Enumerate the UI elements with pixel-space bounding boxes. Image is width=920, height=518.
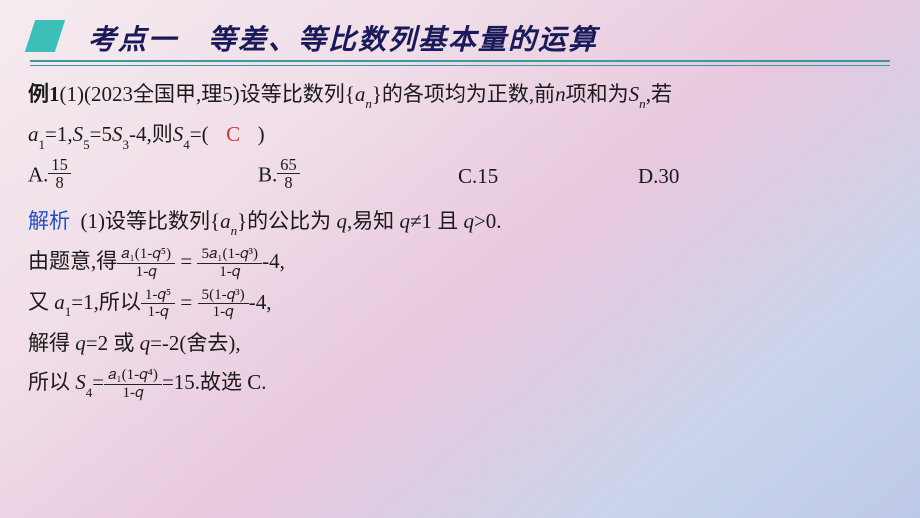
- problem-line-2: a1=1,S5=5S3-4,则S4=( C ): [28, 118, 892, 152]
- sol-3a: 又: [28, 290, 54, 314]
- a1-var: a: [28, 122, 39, 146]
- sol-5a: 所以: [28, 370, 75, 394]
- choice-b-den: 8: [277, 174, 299, 192]
- choice-b-num: 65: [277, 157, 299, 174]
- sol-3-f1-den: 1-𝑞: [141, 304, 175, 321]
- sol-3-tail: -4,: [249, 290, 272, 314]
- sol-1-q2: q: [399, 209, 410, 233]
- sol-1-ne: ≠1 且: [410, 209, 464, 233]
- choice-b: B.658: [258, 159, 458, 194]
- sol-2a: 由题意,得: [28, 249, 117, 273]
- sol-1b: }的公比为: [237, 209, 336, 233]
- problem-text-3: 项和为: [566, 82, 629, 106]
- sol-3-a1s: 1: [65, 304, 72, 319]
- solution-block: 解析 (1)设等比数列{an}的公比为 q,易知 q≠1 且 q>0. 由题意,…: [28, 204, 892, 402]
- sol-1-seq: a: [220, 209, 231, 233]
- cond2-eq: =5: [90, 122, 112, 146]
- sol-5-frac: 𝑎₁(1-𝑞⁴)1-𝑞: [104, 367, 162, 402]
- s3-sub: 3: [122, 137, 129, 152]
- choice-a-num: 15: [48, 157, 70, 174]
- seq-var: a: [355, 82, 366, 106]
- sol-2-f1-num: 𝑎₁(1-𝑞⁵): [117, 246, 175, 264]
- problem-text-4: ,若: [646, 82, 672, 106]
- choice-b-label: B.: [258, 162, 277, 186]
- choice-a-den: 8: [48, 174, 70, 192]
- sol-5-Ssub: 4: [86, 385, 93, 400]
- sol-1-q: q: [336, 209, 347, 233]
- a1-sub: 1: [39, 137, 46, 152]
- sol-1-sub: n: [231, 223, 238, 238]
- s4-var: S: [173, 122, 184, 146]
- choices-row: A.158 B.658 C.15 D.30: [28, 159, 892, 194]
- sol-2-eq1: =: [175, 249, 197, 273]
- sol-line-3: 又 a1=1,所以1-𝑞⁵1-𝑞 = 5(1-𝑞³)1-𝑞-4,: [28, 285, 892, 322]
- n-var: n: [555, 82, 566, 106]
- cond2-tail: -4,则: [129, 122, 173, 146]
- sol-4a: 解得: [28, 331, 75, 355]
- sol-3-frac2: 5(1-𝑞³)1-𝑞: [198, 287, 249, 322]
- sol-4-q1: q: [75, 331, 86, 355]
- choice-d: D.30: [638, 164, 758, 189]
- sol-2-frac2: 5𝑎₁(1-𝑞³)1-𝑞: [197, 246, 262, 281]
- sol-3-eq: =: [175, 290, 197, 314]
- choice-a-frac: 158: [48, 157, 70, 192]
- example-label: 例1: [28, 82, 60, 106]
- sol-5-tail: =15.故选 C.: [162, 370, 267, 394]
- header-rule-thick: [30, 60, 890, 62]
- section-title: 考点一 等差、等比数列基本量的运算: [88, 18, 598, 58]
- header-marker: [25, 20, 65, 52]
- sol-1a: (1)设等比数列{: [81, 209, 221, 233]
- section-header: 考点一 等差、等比数列基本量的运算: [30, 0, 890, 66]
- sol-3-f2-den: 1-𝑞: [198, 304, 249, 321]
- s4-sub: 4: [183, 137, 190, 152]
- seq-sub: n: [365, 96, 372, 111]
- s5-var: S: [73, 122, 84, 146]
- sol-1-gt: >0.: [474, 209, 502, 233]
- cond1-eq: =1,: [45, 122, 73, 146]
- sol-line-4: 解得 q=2 或 q=-2(舍去),: [28, 326, 892, 362]
- sol-5-S: S: [75, 370, 86, 394]
- solution-label: 解析: [28, 209, 70, 233]
- s5-sub: 5: [83, 137, 90, 152]
- sol-2-f1-den: 1-𝑞: [117, 264, 175, 281]
- sol-5-f-num: 𝑎₁(1-𝑞⁴): [104, 367, 162, 385]
- sol-5-f-den: 1-𝑞: [104, 385, 162, 402]
- s-var: S: [629, 82, 640, 106]
- choice-a: A.158: [28, 159, 258, 194]
- sol-2-f2-num: 5𝑎₁(1-𝑞³): [197, 246, 262, 264]
- sol-5-eq: =: [92, 370, 104, 394]
- sol-3-f1-num: 1-𝑞⁵: [141, 287, 175, 305]
- sol-3-f2-num: 5(1-𝑞³): [198, 287, 249, 305]
- s-sub: n: [639, 96, 646, 111]
- choice-a-label: A.: [28, 162, 48, 186]
- content-area: 例1(1)(2023全国甲,理5)设等比数列{an}的各项均为正数,前n项和为S…: [0, 66, 920, 402]
- ask-eq: =(: [190, 122, 209, 146]
- sol-1-q3: q: [463, 209, 474, 233]
- sol-2-frac1: 𝑎₁(1-𝑞⁵)1-𝑞: [117, 246, 175, 281]
- paren-close: ): [258, 122, 265, 146]
- sol-line-2: 由题意,得𝑎₁(1-𝑞⁵)1-𝑞 = 5𝑎₁(1-𝑞³)1-𝑞-4,: [28, 244, 892, 281]
- sol-3b: =1,所以: [71, 290, 141, 314]
- problem-text-1: (1)(2023全国甲,理5)设等比数列{: [60, 82, 355, 106]
- sol-2-f2-den: 1-𝑞: [197, 264, 262, 281]
- choice-c: C.15: [458, 164, 638, 189]
- sol-4-q2: q: [140, 331, 151, 355]
- sol-2-tail: -4,: [262, 249, 285, 273]
- sol-3-frac1: 1-𝑞⁵1-𝑞: [141, 287, 175, 322]
- problem-text-2: }的各项均为正数,前: [372, 82, 555, 106]
- choice-b-frac: 658: [277, 157, 299, 192]
- sol-4c: =-2(舍去),: [150, 331, 241, 355]
- answer-letter: C: [219, 118, 247, 151]
- sol-line-5: 所以 S4=𝑎₁(1-𝑞⁴)1-𝑞=15.故选 C.: [28, 365, 892, 402]
- sol-1c: ,易知: [347, 209, 400, 233]
- sol-line-1: 解析 (1)设等比数列{an}的公比为 q,易知 q≠1 且 q>0.: [28, 204, 892, 240]
- s3-var: S: [112, 122, 123, 146]
- sol-4b: =2 或: [86, 331, 140, 355]
- problem-line-1: 例1(1)(2023全国甲,理5)设等比数列{an}的各项均为正数,前n项和为S…: [28, 78, 892, 112]
- sol-3-a1: a: [54, 290, 65, 314]
